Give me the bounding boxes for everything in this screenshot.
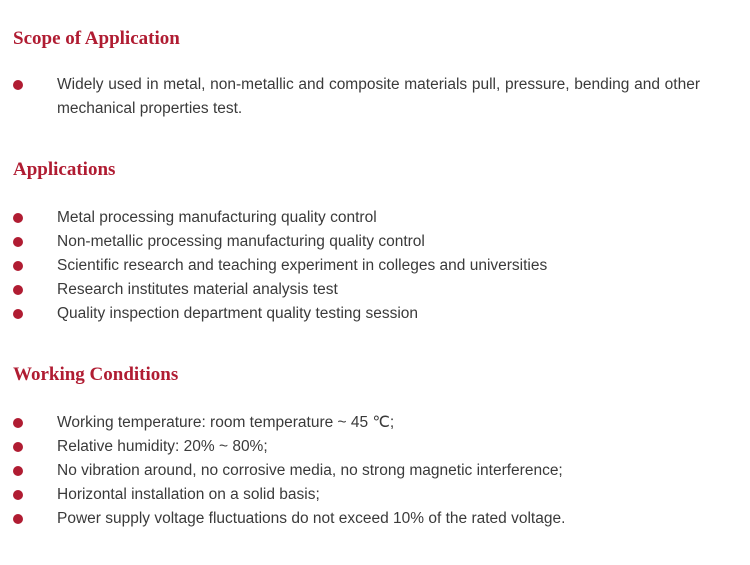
scope-list: Widely used in metal, non-metallic and c…: [0, 73, 750, 121]
list-item: Power supply voltage fluctuations do not…: [0, 507, 700, 531]
list-item: Scientific research and teaching experim…: [0, 254, 700, 278]
bullet-icon: [13, 466, 23, 476]
list-item: Non-metallic processing manufacturing qu…: [0, 230, 700, 254]
section-heading-scope: Scope of Application: [13, 28, 180, 49]
bullet-icon: [13, 213, 23, 223]
section-heading-working-conditions: Working Conditions: [13, 364, 179, 385]
bullet-icon: [13, 490, 23, 500]
section-heading-applications: Applications: [13, 159, 116, 180]
list-item: Relative humidity: 20% ~ 80%;: [0, 435, 700, 459]
bullet-icon: [13, 261, 23, 271]
bullet-icon: [13, 442, 23, 452]
working-conditions-list: Working temperature: room temperature ~ …: [0, 411, 750, 531]
list-item: Research institutes material analysis te…: [0, 278, 700, 302]
bullet-icon: [13, 514, 23, 524]
applications-list: Metal processing manufacturing quality c…: [0, 206, 750, 326]
list-item: Working temperature: room temperature ~ …: [0, 411, 700, 435]
list-item: Metal processing manufacturing quality c…: [0, 206, 700, 230]
list-item: Horizontal installation on a solid basis…: [0, 483, 700, 507]
bullet-icon: [13, 80, 23, 90]
bullet-icon: [13, 309, 23, 319]
list-item: Widely used in metal, non-metallic and c…: [0, 73, 700, 121]
list-item: No vibration around, no corrosive media,…: [0, 459, 700, 483]
bullet-icon: [13, 285, 23, 295]
bullet-icon: [13, 418, 23, 428]
bullet-icon: [13, 237, 23, 247]
list-item: Quality inspection department quality te…: [0, 302, 700, 326]
